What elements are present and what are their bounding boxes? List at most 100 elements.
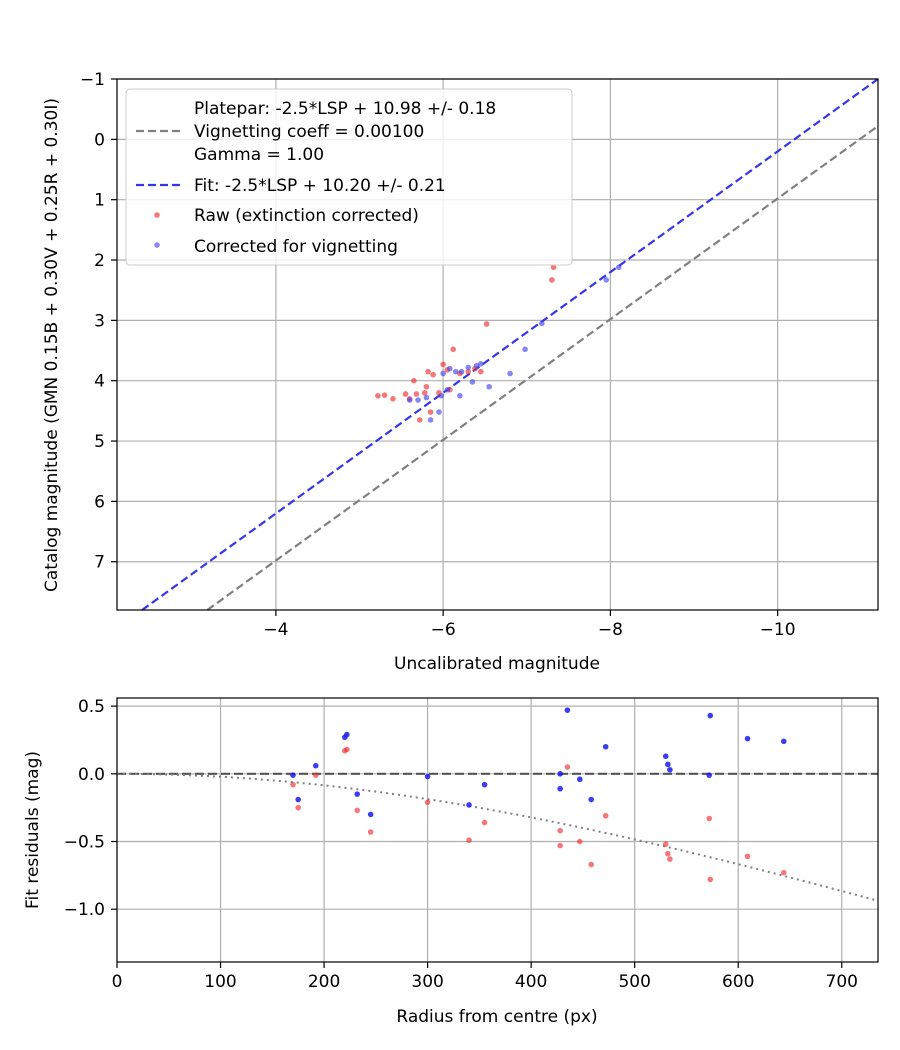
bottom-point-corrected [295,796,301,803]
bottom-point-corrected [744,735,751,742]
top-y-tick-label: −1 [80,70,105,90]
bottom-point-raw [557,827,563,834]
bottom-point-raw [744,853,751,860]
top-point-corrected [615,264,622,271]
top-y-tick-label: 3 [94,311,105,331]
bottom-point-raw [577,838,583,845]
top-x-tick-label: −6 [431,620,456,640]
bottom-reference-lines [117,772,879,902]
top-point-corrected [447,365,453,372]
top-point-raw [465,368,472,375]
bottom-point-corrected [557,771,563,777]
bottom-point-corrected [667,766,673,773]
top-point-corrected [603,277,610,283]
bottom-y-tick-label: −0.5 [64,833,105,853]
bottom-x-tick-label: 500 [618,972,650,992]
bottom-point-corrected [367,811,374,818]
bottom-y-axis-label: Fit residuals (mag) [23,751,43,909]
top-point-raw [425,368,431,375]
legend-corrected-marker [154,242,160,248]
top-y-tick-label: 4 [94,372,105,392]
legend-raw-marker [154,212,160,218]
bottom-x-tick-label: 400 [515,972,547,992]
bottom-point-raw [564,764,571,770]
top-y-tick-label: 0 [94,130,105,150]
bottom-point-corrected [665,761,671,768]
top-point-corrected [438,392,445,399]
bottom-x-tick-label: 0 [112,972,123,992]
bottom-point-corrected [707,712,714,719]
bottom-y-tick-label: −1.0 [64,900,105,920]
top-point-corrected [486,383,492,390]
top-point-corrected [415,397,421,403]
top-point-raw [549,277,555,283]
top-point-corrected [465,364,472,371]
top-point-corrected [440,370,446,377]
bottom-point-corrected [312,762,319,769]
bottom-plot-frame [116,697,879,963]
legend-box [125,88,573,266]
top-point-corrected [458,368,465,375]
bottom-point-raw [602,812,609,819]
top-point-raw [413,391,420,397]
legend-platepar-line3: Gamma = 1.00 [194,145,324,165]
bottom-point-corrected [602,743,609,750]
bottom-point-raw [588,861,595,868]
bottom-point-raw [707,876,714,883]
top-point-raw [381,392,388,398]
top-point-raw [402,391,409,397]
top-point-corrected [473,362,480,369]
top-plot-frame [116,78,879,611]
bottom-point-corrected [290,772,296,778]
top-point-raw [375,392,381,399]
bottom-chart: 0 100 200 300 400 500 600 700 0.5 0.0 −0.5 −1.0 Rad… [23,697,879,1027]
bottom-point-raw [344,746,350,753]
top-point-raw [450,346,456,353]
bottom-point-raw [780,869,787,876]
top-point-raw [550,264,557,271]
bottom-point-raw [665,850,671,857]
top-point-corrected [507,370,513,377]
top-point-raw [483,321,490,327]
top-point-corrected [423,394,430,401]
bottom-point-corrected [466,802,472,808]
top-point-corrected [469,379,476,385]
legend-raw-label: Raw (extinction corrected) [194,206,419,226]
top-y-tick-label: 6 [94,492,105,512]
top-point-raw [390,396,396,402]
top-point-corrected [452,368,459,375]
top-point-raw [411,377,417,384]
bottom-point-raw [312,772,319,778]
top-y-axis-label: Catalog magnitude (GMN 0.15B + 0.30V + 0… [42,98,62,592]
bottom-line-vignetting-model [117,772,879,902]
bottom-point-raw [557,842,563,849]
bottom-point-corrected [481,781,488,788]
top-y-tick-label: 1 [94,191,105,211]
bottom-y-tick-label: 0.5 [78,697,105,717]
top-point-corrected [406,397,413,403]
top-point-corrected [436,409,442,415]
legend-platepar-line1: Platepar: -2.5*LSP + 10.98 +/- 0.18 [194,99,496,119]
bottom-x-tick-label: 300 [411,972,443,992]
bottom-ticks: 0 100 200 300 400 500 600 700 0.5 0.0 −0.5 −1.0 [64,697,858,992]
top-point-corrected [539,320,545,327]
bottom-point-corrected [588,796,595,803]
bottom-x-axis-label: Radius from centre (px) [396,1007,597,1027]
top-y-tick-label: 5 [94,432,105,452]
bottom-point-corrected [424,773,431,780]
bottom-grid [116,698,878,962]
top-line-fit [141,78,879,611]
bottom-point-corrected [354,791,361,797]
top-point-raw [421,389,428,396]
bottom-point-raw [481,819,488,826]
top-y-tick-label: 7 [94,553,105,573]
top-x-tick-label: −10 [760,620,796,640]
bottom-point-raw [367,829,374,835]
top-y-tick-label: 2 [94,251,105,271]
bottom-point-corrected [780,738,787,745]
top-point-raw [416,417,423,423]
bottom-point-raw [295,804,301,811]
